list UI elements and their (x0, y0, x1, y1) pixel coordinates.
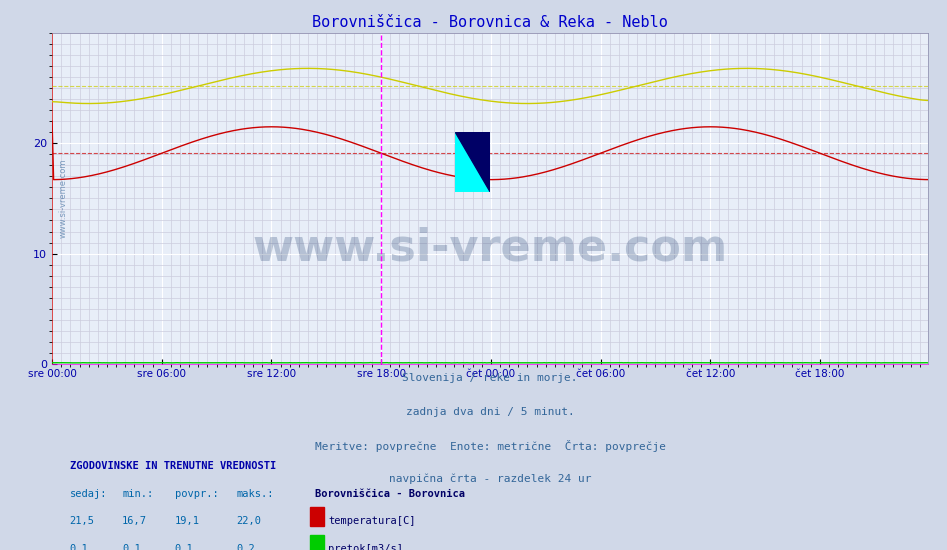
Text: Meritve: povprečne  Enote: metrične  Črta: povprečje: Meritve: povprečne Enote: metrične Črta:… (314, 440, 666, 452)
Bar (311, 535, 324, 550)
Text: Borovniščica - Borovnica: Borovniščica - Borovnica (314, 488, 465, 499)
Text: www.si-vreme.com: www.si-vreme.com (59, 159, 68, 238)
Text: 0,2: 0,2 (236, 544, 255, 550)
Text: 0,1: 0,1 (174, 544, 193, 550)
Text: 0,1: 0,1 (122, 544, 141, 550)
Text: pretok[m3/s]: pretok[m3/s] (328, 544, 403, 550)
Text: navpična črta - razdelek 24 ur: navpična črta - razdelek 24 ur (389, 474, 591, 484)
Title: Borovniščica - Borovnica & Reka - Neblo: Borovniščica - Borovnica & Reka - Neblo (313, 15, 668, 30)
Text: 0,1: 0,1 (70, 544, 88, 550)
Text: 16,7: 16,7 (122, 516, 147, 526)
Text: sedaj:: sedaj: (70, 488, 107, 499)
Text: 19,1: 19,1 (174, 516, 200, 526)
Text: povpr.:: povpr.: (174, 488, 219, 499)
Text: min.:: min.: (122, 488, 153, 499)
Text: 21,5: 21,5 (70, 516, 95, 526)
Text: www.si-vreme.com: www.si-vreme.com (253, 227, 727, 270)
Text: maks.:: maks.: (236, 488, 274, 499)
Text: 22,0: 22,0 (236, 516, 261, 526)
Bar (311, 507, 324, 526)
Text: Slovenija / reke in morje.: Slovenija / reke in morje. (402, 373, 578, 383)
Text: ZGODOVINSKE IN TRENUTNE VREDNOSTI: ZGODOVINSKE IN TRENUTNE VREDNOSTI (70, 461, 276, 471)
Text: zadnja dva dni / 5 minut.: zadnja dva dni / 5 minut. (405, 406, 575, 417)
Text: temperatura[C]: temperatura[C] (328, 516, 416, 526)
